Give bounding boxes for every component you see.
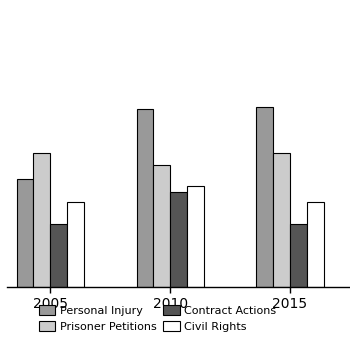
Bar (67, 202, 84, 287)
Legend: Personal Injury, Prisoner Petitions, Contract Actions, Civil Rights: Personal Injury, Prisoner Petitions, Con… (34, 301, 281, 336)
Bar (307, 202, 324, 287)
Bar (16, 178, 33, 287)
Bar (136, 110, 153, 287)
Text: Years Ending March 31: Years Ending March 31 (77, 40, 273, 55)
Bar (170, 192, 187, 287)
Bar (257, 107, 273, 287)
Bar (187, 187, 204, 287)
Text: Civil Cases Filed, by Nature of Suit: Civil Cases Filed, by Nature of Suit (27, 15, 323, 29)
Bar (273, 153, 290, 287)
Bar (50, 224, 67, 287)
Bar (33, 153, 50, 287)
Bar (153, 165, 170, 287)
Bar (290, 224, 307, 287)
